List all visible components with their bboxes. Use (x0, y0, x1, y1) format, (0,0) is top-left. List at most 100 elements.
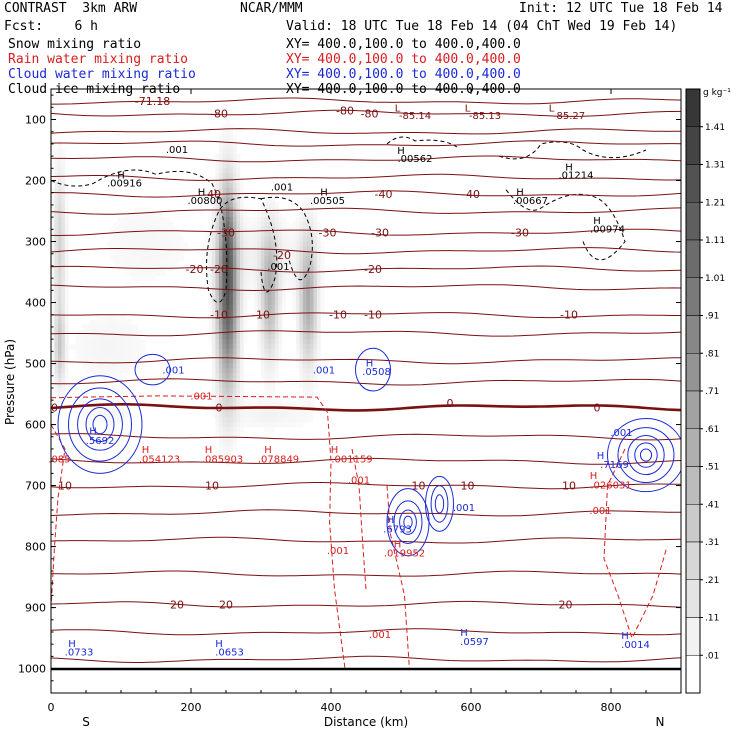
snow-cell (61, 378, 66, 384)
snow-cell (159, 221, 164, 228)
snow-cell (155, 231, 160, 237)
snow-cell (124, 334, 129, 340)
snow-cell (267, 382, 272, 389)
cloud-ice-contours (51, 136, 647, 303)
snow-cell (299, 246, 304, 252)
snow-cell (239, 197, 244, 203)
snow-cell (134, 343, 139, 350)
field-rain-name: Rain water mixing ratio (8, 52, 189, 67)
snow-cell (64, 319, 69, 325)
snow-cell (260, 407, 265, 413)
snow-cell (113, 314, 118, 320)
snow-cell (264, 407, 269, 413)
snow-cell (54, 236, 59, 242)
snow-cell (57, 138, 62, 145)
snow-cell (271, 265, 276, 272)
snow-cell (64, 373, 69, 379)
snow-cell (208, 217, 213, 223)
isotherm-6 (51, 190, 681, 198)
snow-cell (61, 148, 66, 154)
snow-cell (138, 353, 143, 359)
snow-cell (288, 402, 293, 408)
snow-cell (141, 221, 146, 228)
snow-cell (274, 295, 279, 301)
snow-cell (225, 275, 230, 281)
snow-cell (120, 368, 125, 374)
field-cloudwater-xy: XY= 400.0,100.0 to 400.0,400.0 (286, 67, 521, 82)
snow-cell (309, 417, 314, 423)
snow-cell (309, 412, 314, 418)
cloud-water-ring-3 (639, 448, 653, 462)
snow-cell (313, 251, 318, 257)
snow-cell (253, 309, 258, 316)
snow-cell (211, 353, 216, 359)
snow-cell (257, 275, 262, 281)
snow-cell (218, 163, 223, 169)
snow-cell (61, 251, 66, 257)
snow-cell (218, 270, 223, 276)
cloud-water-ring-4 (355, 347, 391, 392)
snow-cell (131, 348, 136, 355)
snow-cell (141, 348, 146, 355)
snow-cell (246, 231, 251, 237)
snow-cell (264, 422, 269, 428)
snow-cell (222, 407, 227, 413)
snow-cell (113, 407, 118, 413)
snow-cell (61, 309, 66, 316)
snow-cell (138, 334, 143, 340)
snow-cell (239, 412, 244, 418)
snow-cell (218, 382, 223, 389)
snow-cell (239, 319, 244, 325)
snow-cell (278, 270, 283, 276)
snow-cell (295, 236, 300, 242)
snow-cell (145, 270, 150, 276)
snow-cell (54, 158, 59, 164)
snow-cell (302, 290, 307, 296)
snow-cell (257, 231, 262, 237)
snow-cell (239, 358, 244, 364)
snow-cell (211, 348, 216, 355)
snow-cell (271, 324, 276, 330)
snow-cell (222, 309, 227, 316)
snow-cell (239, 387, 244, 394)
snow-cell (54, 314, 59, 320)
snow-cell (75, 348, 80, 355)
snow-cell (225, 343, 230, 350)
snow-cell (278, 412, 283, 418)
snow-cell (271, 309, 276, 316)
snow-cell (61, 260, 66, 267)
snow-cell (159, 260, 164, 267)
snow-cell (239, 426, 244, 433)
snow-cell (274, 417, 279, 423)
snow-cell (260, 221, 265, 228)
snow-cell (278, 348, 283, 355)
snow-cell (260, 251, 265, 257)
snow-cell (306, 382, 311, 389)
snow-cell (225, 163, 230, 169)
snow-cell (309, 265, 314, 272)
snow-cell (250, 231, 255, 237)
snow-cell (208, 212, 213, 218)
snow-cell (92, 319, 97, 325)
snow-cell (124, 256, 129, 262)
snow-cell (250, 407, 255, 413)
snow-cell (169, 260, 174, 267)
snow-cell (225, 251, 230, 257)
snow-cell (113, 412, 118, 418)
snow-cell (302, 270, 307, 276)
snow-cell (257, 319, 262, 325)
snow-cell (218, 285, 223, 291)
snow-cell (106, 348, 111, 355)
isotherm-label: -10 (364, 309, 382, 322)
snow-cell (253, 407, 258, 413)
snow-cell (124, 270, 129, 276)
extrema-label: H (68, 639, 76, 650)
snow-cell (208, 236, 213, 242)
snow-cell (229, 304, 234, 311)
snow-cell (61, 392, 66, 399)
snow-cell (260, 397, 265, 403)
snow-cell (267, 304, 272, 311)
snow-cell (180, 256, 185, 262)
colorbar-label: 1.31 (705, 161, 725, 171)
snow-cell (169, 226, 174, 233)
